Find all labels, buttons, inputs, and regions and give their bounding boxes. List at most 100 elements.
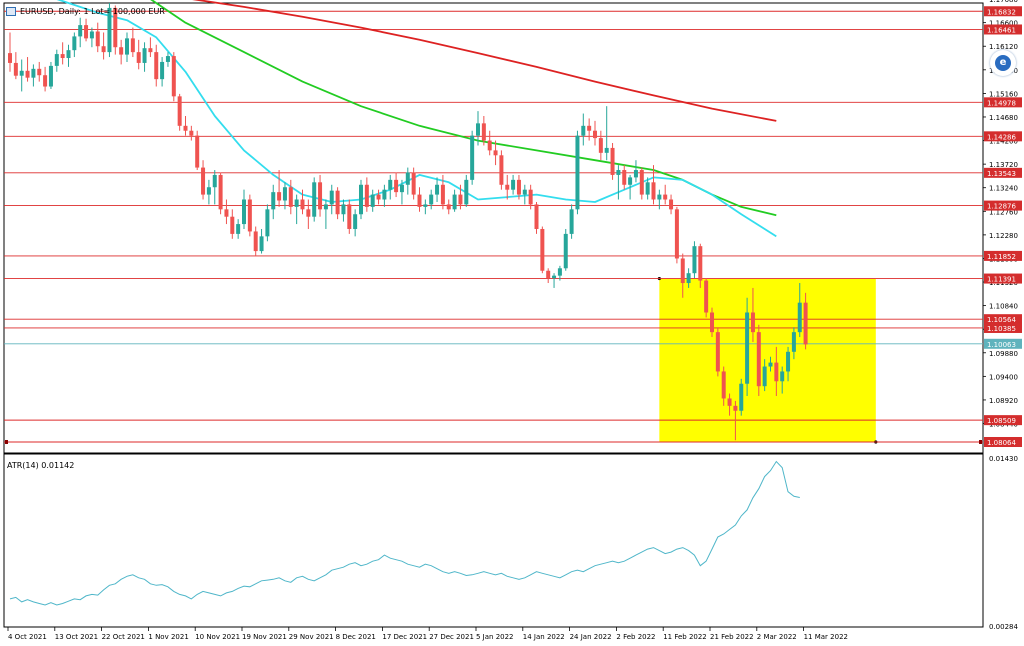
date-axis-label: 14 Jan 2022 (523, 633, 565, 641)
candle (376, 189, 381, 205)
candle (797, 283, 802, 338)
candle-body (224, 209, 229, 217)
candle-body (212, 174, 217, 188)
candle (212, 170, 217, 205)
price-axis-label: 1.09880 (989, 350, 1018, 358)
date-axis-label: 2 Feb 2022 (616, 633, 655, 641)
candle-body (388, 179, 393, 190)
candle-body (470, 135, 475, 180)
moving-average-line (56, 0, 777, 238)
candle-body (148, 48, 153, 53)
candle-body (84, 25, 89, 39)
candle-body (505, 184, 510, 190)
candle (19, 59, 24, 92)
candle (119, 39, 124, 65)
highlight-rectangle (659, 278, 876, 442)
candle-body (739, 383, 744, 411)
price-axis-label: 1.08920 (989, 397, 1018, 405)
date-axis-label: 27 Dec 2021 (429, 633, 474, 641)
atr-line (9, 460, 800, 606)
candle (622, 165, 627, 190)
candle (476, 111, 480, 146)
candle-body (177, 96, 182, 126)
candle-body (750, 312, 755, 333)
candle (692, 241, 697, 279)
level-price-badge (984, 200, 1022, 211)
candle-body (353, 214, 358, 229)
candle-body (657, 194, 662, 200)
candle-body (587, 125, 592, 131)
price-axis-label: 1.12280 (989, 232, 1018, 240)
candle (259, 228, 264, 254)
candle (353, 209, 358, 237)
candle (645, 177, 650, 200)
candle (470, 130, 475, 185)
candle-body (288, 187, 293, 207)
date-axis-label: 10 Nov 2021 (195, 633, 240, 641)
date-axis-label: 29 Nov 2021 (289, 633, 334, 641)
candle (359, 179, 363, 220)
candle-body (774, 362, 779, 382)
level-price-label: 1.14286 (987, 133, 1016, 141)
price-axis-label: 1.15160 (989, 90, 1018, 98)
candle (84, 18, 89, 42)
candle (610, 143, 615, 180)
date-axis-label: 13 Oct 2021 (55, 633, 98, 641)
candle-body (423, 204, 428, 207)
candle (616, 165, 621, 200)
candle-body (639, 170, 644, 195)
candle (154, 44, 159, 87)
candle (528, 184, 533, 210)
candle (710, 307, 714, 338)
candle (183, 115, 188, 136)
candle (224, 199, 229, 225)
candle (242, 189, 246, 229)
chart-title-bar: EURUSD, Daily: 1 Lot= 100,000 EUR (6, 5, 165, 17)
candle (388, 174, 393, 200)
level-price-badge (984, 314, 1022, 325)
price-axis-label: 1.12760 (989, 208, 1018, 216)
candle-body (429, 194, 434, 205)
candle-body (13, 62, 18, 76)
candle-body (540, 228, 545, 271)
level-price-label: 1.08064 (987, 439, 1016, 447)
candle-body (66, 50, 71, 59)
candle-body (101, 46, 106, 53)
candle-body (405, 172, 410, 185)
moving-average-line (192, 0, 777, 122)
candle-body (458, 194, 463, 205)
candle-body (95, 31, 100, 47)
candle (715, 327, 720, 377)
candle (704, 278, 709, 318)
candle-body (247, 199, 252, 232)
candle (774, 346, 779, 397)
candle-body (171, 56, 176, 97)
candle (230, 209, 235, 239)
broker-logo-icon[interactable]: e (990, 50, 1016, 76)
candle (312, 177, 317, 222)
candle-body (552, 275, 557, 279)
candle-body (593, 130, 597, 139)
chart-window-icon (6, 6, 16, 16)
candle-body (727, 398, 732, 406)
candle-body (546, 270, 551, 279)
candle-body (43, 75, 48, 87)
candle-body (575, 135, 580, 210)
candle (446, 199, 451, 215)
candle-body (435, 184, 440, 195)
candle (288, 179, 293, 215)
line-end-marker (979, 439, 982, 444)
candle-body (797, 302, 802, 333)
candle (399, 179, 404, 205)
candle-body (745, 312, 750, 384)
candle (206, 179, 211, 205)
candle (89, 27, 94, 48)
candle (739, 378, 744, 416)
candle-body (72, 36, 77, 51)
level-price-badge (984, 436, 1022, 447)
candle-body (236, 224, 241, 234)
candle-body (54, 54, 59, 66)
candle-body (154, 52, 159, 80)
